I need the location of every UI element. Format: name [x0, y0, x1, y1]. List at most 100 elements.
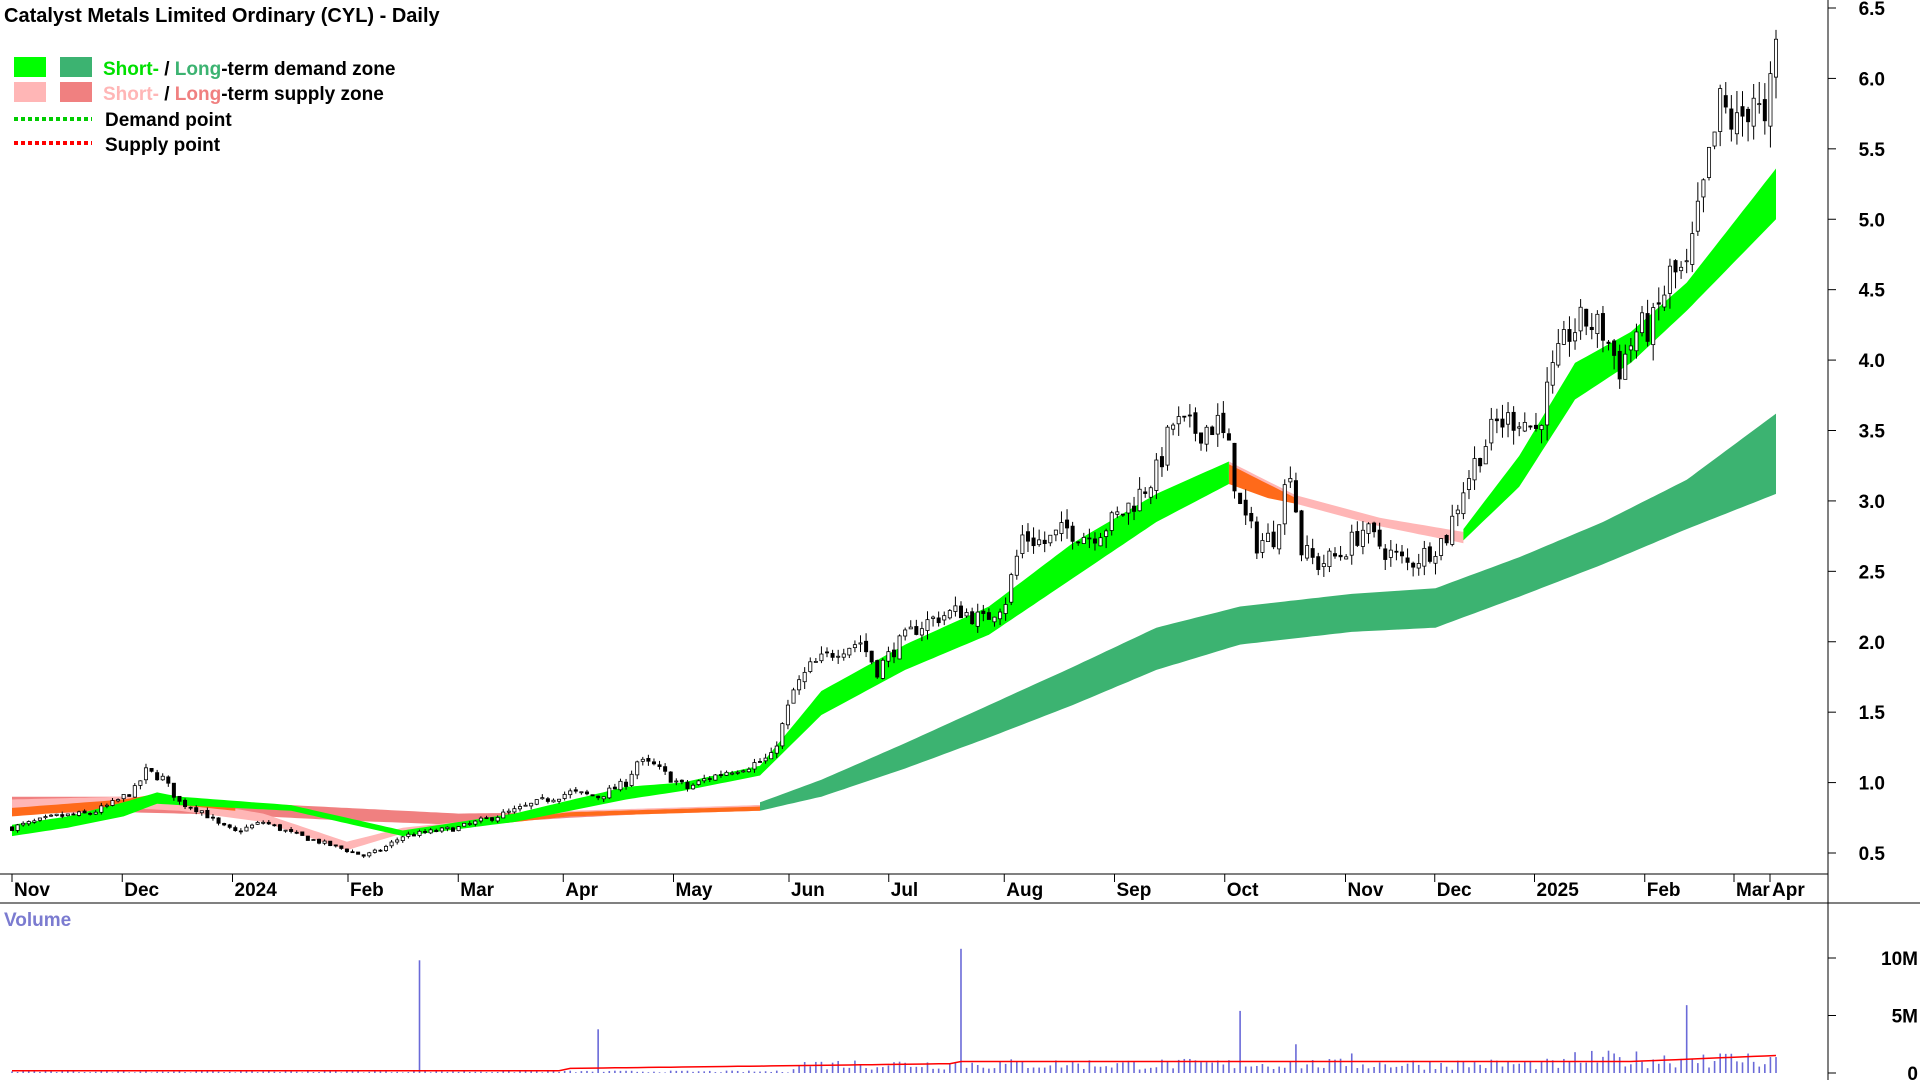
candle [1159, 447, 1164, 477]
candle [1606, 339, 1611, 351]
volume-bar [535, 1071, 538, 1073]
volume-bar [1043, 1067, 1046, 1073]
volume-bar [435, 1070, 438, 1073]
price-tick-label: 2.0 [1859, 633, 1885, 654]
candle [1344, 554, 1349, 560]
candle [657, 760, 662, 770]
candle [21, 821, 26, 827]
volume-bar [39, 1071, 41, 1073]
candle [127, 794, 132, 797]
volume-bar [379, 1071, 382, 1073]
volume-bar [184, 1072, 186, 1073]
candle [808, 657, 813, 674]
legend-supply-point: Supply point [105, 135, 221, 156]
volume-bar [1256, 1065, 1258, 1073]
candle [1126, 502, 1131, 525]
candle [244, 824, 249, 832]
date-axis-ticks: Nov Dec 2024 Feb Mar Apr May Jun Jul Aug Sep Oct Nov… [11, 874, 1805, 901]
volume-bar [1228, 1060, 1230, 1073]
volume-bar [1272, 1068, 1275, 1073]
volume-bar [145, 1071, 147, 1073]
volume-bar [173, 1071, 175, 1073]
candle [713, 773, 718, 781]
volume-bar [72, 1070, 75, 1073]
volume-bar [591, 1071, 594, 1073]
candle [93, 810, 98, 815]
candle [1461, 482, 1466, 520]
volume-bar [1457, 1060, 1459, 1073]
volume-bar [78, 1072, 80, 1073]
candle [450, 826, 455, 832]
short-term-supply-zone [1228, 461, 1464, 544]
price-tick-label: 3.0 [1859, 492, 1885, 513]
volume-bar [1345, 1066, 1347, 1073]
candle [1366, 522, 1371, 544]
candle [931, 615, 936, 627]
candle [1204, 424, 1209, 452]
volume-bar [1194, 1060, 1197, 1073]
volume-bar [753, 1071, 756, 1073]
volume-bar [1328, 1059, 1331, 1073]
candle [1511, 406, 1516, 445]
volume-bar [1557, 1067, 1560, 1073]
volume-bar [1641, 1061, 1643, 1073]
candle [1388, 540, 1393, 567]
volume-bar [720, 1072, 722, 1073]
candle [875, 659, 880, 679]
volume-bar [385, 1070, 387, 1073]
candle [880, 658, 885, 680]
candle [1232, 442, 1237, 499]
volume-bar [468, 1071, 471, 1073]
candle [261, 820, 266, 825]
candle [1701, 178, 1706, 213]
candle [1355, 521, 1360, 547]
candle [780, 722, 785, 750]
candle [1399, 545, 1404, 564]
candle [37, 817, 42, 822]
volume-bar [1708, 1067, 1710, 1073]
candle [517, 803, 522, 812]
volume-bar [27, 1071, 30, 1073]
volume-bar [1574, 1052, 1576, 1073]
candle [1394, 543, 1399, 561]
volume-bar [223, 1072, 225, 1073]
volume-bar [686, 1070, 689, 1073]
date-tick-label: Nov [1348, 880, 1384, 901]
volume-bar [854, 1060, 856, 1073]
volume-bar [251, 1070, 253, 1073]
candle [1578, 299, 1583, 340]
volume-bar [33, 1071, 36, 1073]
volume-bar [1378, 1062, 1381, 1073]
candle [333, 844, 338, 848]
candle [557, 798, 562, 804]
volume-bar [1646, 1068, 1649, 1073]
legend-demand-sep: / [159, 59, 175, 80]
volume-bar [597, 1029, 599, 1073]
candle [1193, 407, 1198, 442]
volume-bar [480, 1071, 482, 1073]
candle [160, 773, 165, 781]
volume-bar [1362, 1064, 1364, 1073]
volume-bar [580, 1071, 583, 1073]
candle [1327, 548, 1332, 573]
volume-bar [1657, 1063, 1660, 1073]
candle [601, 796, 606, 803]
candle [529, 802, 534, 810]
volume-bar [362, 1072, 365, 1073]
volume-bar [781, 1072, 784, 1073]
candle [897, 634, 902, 660]
volume-bar [1579, 1062, 1582, 1073]
candle [841, 648, 846, 661]
volume-bar [915, 1066, 918, 1073]
candle [60, 811, 65, 819]
volume-bar [988, 1068, 990, 1073]
candle [903, 627, 908, 641]
candle [205, 807, 210, 819]
candle [1171, 422, 1176, 436]
candle [1584, 308, 1589, 336]
volume-bar [89, 1072, 91, 1073]
volume-bar [1697, 1063, 1699, 1073]
legend-demand-rest: -term demand zone [221, 59, 395, 80]
candle [1628, 338, 1633, 363]
candle [1087, 528, 1092, 549]
